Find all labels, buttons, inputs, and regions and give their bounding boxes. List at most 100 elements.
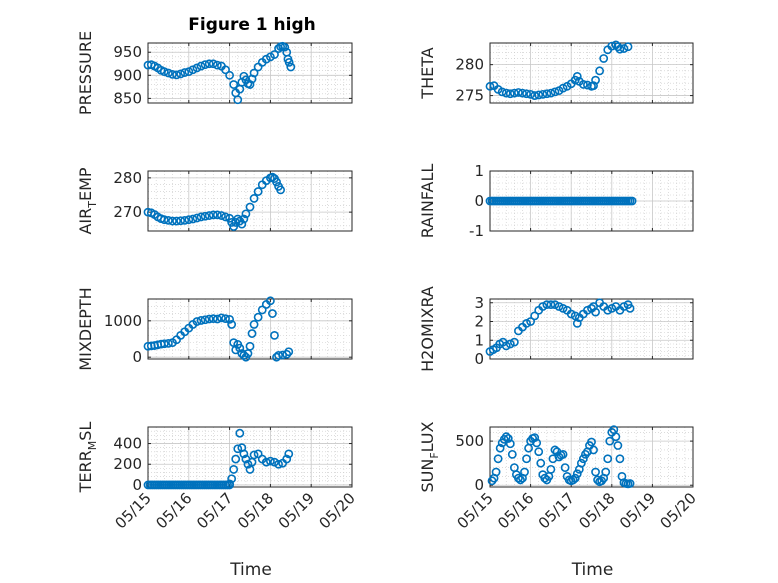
x-tick-label: 05/16 [494, 489, 537, 532]
data-point [607, 41, 617, 51]
data-point [520, 467, 529, 477]
data-point [233, 95, 243, 105]
data-point [534, 447, 544, 457]
data-point [225, 314, 234, 324]
data-point [276, 185, 285, 195]
data-point [558, 303, 568, 313]
y-tick-label: 275 [455, 87, 484, 105]
data-point [514, 473, 523, 483]
data-point [257, 305, 267, 315]
data-point [270, 50, 279, 59]
data-point [229, 465, 239, 474]
figure-title: Figure 1 high [188, 15, 316, 35]
x-tick-label: 05/15 [112, 489, 155, 532]
data-point [261, 457, 271, 467]
data-point [221, 314, 230, 324]
data-point [560, 463, 570, 472]
data-point [558, 449, 568, 459]
data-point [532, 438, 542, 448]
data-point [509, 337, 519, 347]
data-point [237, 219, 247, 229]
y-tick-label: 0 [132, 348, 142, 366]
data-point [536, 458, 546, 468]
x-tick-label: 05/16 [152, 489, 195, 532]
data-point [227, 474, 237, 484]
data-point [196, 212, 206, 222]
data-point [231, 454, 241, 464]
data-point [591, 75, 600, 85]
subplot-rainfall: -1 0 1 RAINFALL [418, 162, 694, 240]
data-point [192, 213, 202, 223]
data-point [225, 213, 234, 223]
data-point [282, 454, 292, 464]
data-point [270, 330, 279, 340]
data-point [538, 302, 548, 311]
data-point [204, 211, 214, 220]
axes-background [490, 427, 693, 487]
y-axis-label: TERRMSL [76, 422, 99, 494]
data-point [589, 81, 598, 91]
x-tick-label: 05/20 [316, 489, 359, 532]
data-point [159, 339, 169, 349]
x-tick-label: 05/19 [616, 489, 659, 532]
data-point [558, 83, 568, 93]
y-tick-label: 950 [113, 43, 142, 61]
data-point [591, 467, 600, 477]
data-point [554, 302, 564, 311]
data-point [587, 437, 596, 447]
y-tick-label: 3 [474, 294, 484, 312]
y-axis-label: THETA [418, 47, 437, 99]
data-point [530, 311, 540, 321]
data-point [505, 439, 515, 449]
data-point [184, 67, 194, 77]
subplot-mixdepth: 0 1000 MIXDEPTH [76, 287, 353, 371]
subplot-theta: 275 280 THETA [418, 40, 694, 105]
data-point [159, 215, 169, 225]
data-point [249, 194, 259, 203]
y-tick-label: 280 [455, 56, 484, 74]
subplot-pressure: 850 900 950 PRESSURE [76, 31, 353, 115]
data-point [212, 60, 222, 70]
axes-box [147, 298, 353, 360]
data-point [615, 454, 625, 464]
data-point [192, 63, 202, 73]
data-point [627, 196, 637, 206]
x-tick-label: 05/20 [657, 489, 700, 532]
data-point [546, 300, 556, 310]
data-point [225, 479, 234, 489]
data-point [546, 464, 556, 474]
data-point [550, 87, 560, 97]
data-point [204, 59, 214, 69]
data-point [245, 341, 255, 351]
data-point [501, 341, 511, 351]
data-point [274, 350, 283, 360]
data-point [522, 318, 531, 328]
data-point [229, 222, 239, 231]
data-point [607, 303, 617, 313]
data-point [188, 65, 198, 75]
data-point [239, 449, 249, 459]
x-tick-label: 05/18 [575, 489, 618, 532]
y-tick-label: 0 [474, 350, 484, 368]
data-point [168, 69, 177, 79]
axes-box [147, 426, 353, 488]
data-point [249, 320, 259, 329]
data-point [265, 296, 275, 306]
data-point [503, 434, 513, 443]
y-tick-label: 0 [132, 476, 142, 494]
data-point [284, 449, 294, 459]
data-point [225, 70, 234, 80]
y-tick-label: 280 [113, 169, 142, 187]
data-point [491, 467, 501, 477]
y-tick-label: 0 [474, 192, 484, 210]
data-point [268, 309, 277, 318]
data-point [200, 211, 210, 221]
y-axis-label: H2OMIXRA [418, 286, 437, 372]
data-point [208, 314, 218, 324]
y-tick-label: 270 [113, 203, 142, 221]
y-tick-label: 1000 [104, 312, 142, 330]
data-point [625, 303, 635, 313]
data-point [172, 216, 181, 226]
